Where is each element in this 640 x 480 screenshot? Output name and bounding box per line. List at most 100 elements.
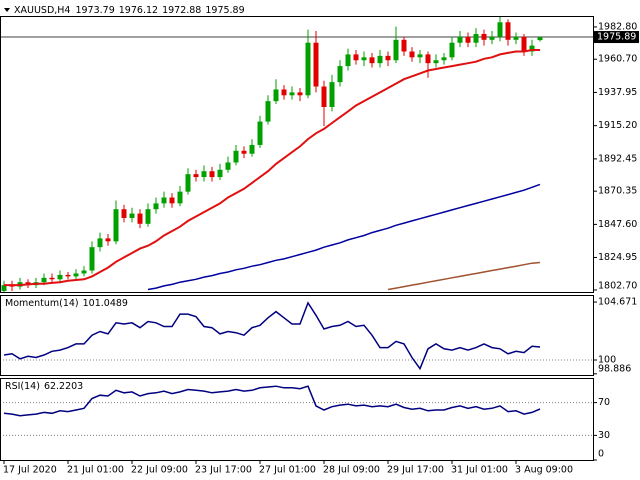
- candle-body: [297, 92, 303, 96]
- momentum-panel: [0, 295, 594, 376]
- x-tick-label: 23 Jul 17:00: [195, 465, 252, 476]
- indicator-value: 101.0489: [83, 298, 128, 309]
- candle-body: [489, 36, 495, 40]
- candle-body: [409, 51, 415, 58]
- x-tick-label: 22 Jul 09:00: [131, 465, 188, 476]
- low-value: 1972.88: [162, 5, 201, 16]
- candle-body: [337, 66, 343, 83]
- y-tick-label: 104.671: [598, 297, 637, 308]
- axes: 1982.80 1960.70 1937.95 1915.20 1892.45 1870.…: [3, 21, 639, 476]
- candle-body: [169, 197, 175, 204]
- candle-body: [129, 213, 135, 218]
- indicator-line: [387, 261, 541, 291]
- y-tick-label: 1960.70: [598, 54, 637, 65]
- candle-body: [73, 273, 79, 277]
- candle-body: [457, 36, 463, 43]
- menu-arrow[interactable]: [4, 8, 10, 12]
- candle-body: [361, 57, 367, 61]
- y-tick-label: 70: [598, 397, 610, 408]
- price-label: 1975.89: [597, 32, 636, 43]
- candle-body: [161, 197, 167, 204]
- y-tick-label: 1870.35: [598, 186, 637, 197]
- main-plot: [1, 17, 593, 292]
- candle-body: [369, 57, 375, 64]
- x-tick-label: 3 Aug 09:00: [515, 465, 573, 476]
- candle-body: [345, 54, 351, 67]
- candle-body: [417, 54, 423, 58]
- candle-body: [529, 45, 535, 52]
- candle-body: [41, 277, 47, 283]
- candle-body: [321, 86, 327, 107]
- candle-body: [137, 213, 143, 224]
- candle-body: [249, 144, 255, 154]
- price-label-box: [594, 31, 639, 44]
- y-tick-label: 0: [598, 449, 604, 460]
- indicator-line: [3, 301, 541, 371]
- indicator-line: [3, 385, 541, 417]
- candle-body: [81, 270, 87, 274]
- indicator-line: [147, 183, 541, 291]
- candle-body: [209, 171, 215, 178]
- y-tick-label: 1802.70: [598, 281, 637, 292]
- candle-body: [289, 92, 295, 96]
- candle-body: [505, 22, 511, 40]
- y-tick-label: 98.886: [598, 364, 631, 375]
- candle-body: [265, 101, 271, 122]
- candle-body: [353, 54, 359, 61]
- candle-body: [153, 203, 159, 210]
- candle-body: [105, 238, 111, 242]
- candle-body: [521, 36, 527, 52]
- y-tick-label: 1937.95: [598, 87, 637, 98]
- rsi-panel: [0, 378, 594, 461]
- candle-body: [113, 209, 119, 242]
- high-value: 1976.12: [119, 5, 158, 16]
- candle-body: [313, 42, 319, 87]
- y-tick-label: 1824.95: [598, 252, 637, 263]
- candle-body: [257, 121, 263, 145]
- x-tick-label: 28 Jul 09:00: [323, 465, 380, 476]
- candle-body: [1, 285, 7, 291]
- y-tick-label: 30: [598, 430, 610, 441]
- candle-body: [481, 33, 487, 40]
- candle-body: [201, 171, 207, 178]
- candle-body: [393, 39, 399, 61]
- y-tick-label: 100: [598, 354, 616, 365]
- open-value: 1973.79: [75, 5, 114, 16]
- close-value: 1975.89: [205, 5, 244, 16]
- main-panel: [0, 16, 594, 293]
- candle-body: [377, 55, 383, 64]
- rsi-title: RSI(14) 62.2203: [5, 381, 83, 392]
- candle-body: [193, 174, 199, 178]
- symbol: XAUUSD,H4: [14, 5, 70, 16]
- candle-body: [241, 150, 247, 154]
- x-tick-label: 29 Jul 17:00: [387, 465, 444, 476]
- indicator-name: RSI(14): [5, 381, 40, 392]
- candle-body: [473, 33, 479, 43]
- candle-body: [305, 42, 311, 96]
- candle-body: [177, 191, 183, 204]
- momentum-title: Momentum(14) 101.0489: [5, 298, 128, 309]
- candle-body: [145, 209, 151, 224]
- y-tick-label: 1915.20: [598, 120, 637, 131]
- candle-body: [217, 169, 223, 178]
- candle-body: [497, 22, 503, 37]
- candle-body: [449, 42, 455, 58]
- candle-body: [233, 150, 239, 163]
- candle-body: [401, 39, 407, 52]
- candle-body: [441, 57, 447, 61]
- candle-body: [513, 36, 519, 40]
- indicator-value: 62.2203: [44, 381, 83, 392]
- candle-body: [225, 162, 231, 170]
- candle-body: [273, 89, 279, 102]
- candle-body: [49, 277, 55, 280]
- candle-body: [329, 82, 335, 107]
- x-tick-label: 31 Jul 01:00: [451, 465, 508, 476]
- candle-body: [281, 89, 287, 96]
- x-tick-label: 27 Jul 01:00: [259, 465, 316, 476]
- rsi-plot: [1, 385, 593, 436]
- momentum-plot: [1, 301, 593, 371]
- candle-body: [385, 55, 391, 61]
- candle-body: [57, 274, 63, 280]
- candle-body: [89, 247, 95, 271]
